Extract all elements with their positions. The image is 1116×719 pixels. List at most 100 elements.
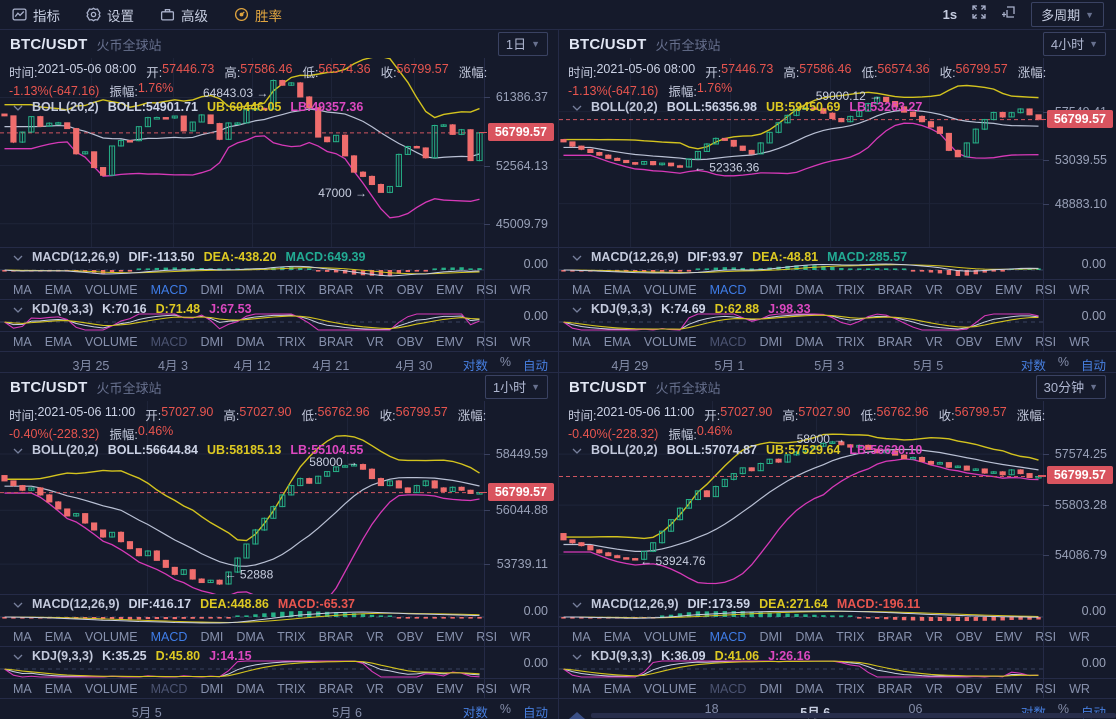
- percent-scale-toggle[interactable]: %: [1057, 355, 1069, 369]
- indicator-tab-rsi[interactable]: RSI: [1035, 334, 1057, 349]
- indicator-tab-macd[interactable]: MACD: [709, 282, 747, 297]
- collapse-icon[interactable]: [13, 302, 23, 316]
- kdj-pane[interactable]: KDJ(9,3,3) K:70.16 D:71.48 J:67.53 0.00: [0, 299, 558, 331]
- indicator-tab-macd[interactable]: MACD: [709, 334, 747, 349]
- collapse-icon[interactable]: [572, 443, 582, 457]
- indicator-tab-volume[interactable]: VOLUME: [84, 334, 138, 349]
- timeframe-dropdown[interactable]: 30分钟 ▼: [1035, 375, 1106, 399]
- collapse-icon[interactable]: [13, 597, 23, 611]
- indicator-tab-volume[interactable]: VOLUME: [84, 282, 138, 297]
- indicator-tab-trix[interactable]: TRIX: [277, 629, 306, 644]
- indicator-tab-dma[interactable]: DMA: [236, 681, 265, 696]
- indicator-tab-emv[interactable]: EMV: [995, 282, 1023, 297]
- indicator-tab-emv[interactable]: EMV: [436, 629, 464, 644]
- macd-pane[interactable]: MACD(12,26,9) DIF:416.17 DEA:448.86 MACD…: [0, 594, 558, 626]
- collapse-icon[interactable]: [13, 100, 23, 114]
- indicator-tab-rsi[interactable]: RSI: [476, 681, 498, 696]
- indicator-tab-dma[interactable]: DMA: [795, 629, 824, 644]
- indicator-tab-dmi[interactable]: DMI: [759, 681, 783, 696]
- indicator-tab-dmi[interactable]: DMI: [759, 334, 783, 349]
- indicator-tab-wr[interactable]: WR: [510, 629, 531, 644]
- indicator-tab-macd[interactable]: MACD: [150, 334, 188, 349]
- log-scale-toggle[interactable]: 对数: [1020, 359, 1046, 372]
- macd-pane[interactable]: MACD(12,26,9) DIF:173.59 DEA:271.64 MACD…: [559, 594, 1116, 626]
- indicator-tab-obv[interactable]: OBV: [396, 334, 424, 349]
- toolbar-item-indicators[interactable]: 指标: [12, 5, 60, 25]
- indicator-tab-macd[interactable]: MACD: [709, 629, 747, 644]
- indicator-tab-trix[interactable]: TRIX: [836, 282, 865, 297]
- indicator-tab-wr[interactable]: WR: [1069, 681, 1090, 696]
- indicator-tab-dmi[interactable]: DMI: [759, 282, 783, 297]
- macd-pane[interactable]: MACD(12,26,9) DIF:-113.50 DEA:-438.20 MA…: [0, 247, 558, 279]
- indicator-tab-wr[interactable]: WR: [1069, 282, 1090, 297]
- indicator-tab-ma[interactable]: MA: [572, 681, 591, 696]
- indicator-tab-ema[interactable]: EMA: [44, 334, 72, 349]
- indicator-tab-dmi[interactable]: DMI: [200, 334, 224, 349]
- collapse-icon[interactable]: [13, 649, 23, 663]
- indicator-tab-volume[interactable]: VOLUME: [84, 629, 138, 644]
- indicator-tab-rsi[interactable]: RSI: [476, 282, 498, 297]
- indicator-tab-vr[interactable]: VR: [366, 334, 384, 349]
- percent-scale-toggle[interactable]: %: [499, 702, 511, 716]
- collapse-icon[interactable]: [572, 250, 582, 264]
- auto-scale-toggle[interactable]: 自动: [522, 359, 548, 372]
- indicator-tab-wr[interactable]: WR: [1069, 334, 1090, 349]
- log-scale-toggle[interactable]: 对数: [462, 706, 488, 719]
- indicator-tab-vr[interactable]: VR: [366, 629, 384, 644]
- indicator-tab-ma[interactable]: MA: [13, 282, 32, 297]
- candlestick-chart[interactable]: 58449.59 56044.88 53739.11 56799.57 时间: 2021…: [0, 401, 558, 594]
- candlestick-chart[interactable]: 61386.37 52564.13 45009.79 56799.57 时间: 2021…: [0, 58, 558, 247]
- collapse-icon[interactable]: [572, 597, 582, 611]
- indicator-tab-rsi[interactable]: RSI: [476, 629, 498, 644]
- indicator-tab-emv[interactable]: EMV: [995, 334, 1023, 349]
- toolbar-item-advanced[interactable]: 高级: [160, 5, 208, 25]
- indicator-tab-brar[interactable]: BRAR: [318, 629, 354, 644]
- indicator-tab-volume[interactable]: VOLUME: [84, 681, 138, 696]
- toolbar-item-winrate[interactable]: 胜率: [234, 5, 282, 25]
- collapse-icon[interactable]: [572, 302, 582, 316]
- indicator-tab-wr[interactable]: WR: [510, 334, 531, 349]
- indicator-tab-vr[interactable]: VR: [925, 282, 943, 297]
- indicator-tab-dmi[interactable]: DMI: [759, 629, 783, 644]
- indicator-tab-ma[interactable]: MA: [13, 629, 32, 644]
- indicator-tab-vr[interactable]: VR: [925, 334, 943, 349]
- indicator-tab-emv[interactable]: EMV: [436, 282, 464, 297]
- macd-pane[interactable]: MACD(12,26,9) DIF:93.97 DEA:-48.81 MACD:…: [559, 247, 1116, 279]
- indicator-tab-trix[interactable]: TRIX: [277, 334, 306, 349]
- kdj-pane[interactable]: KDJ(9,3,3) K:35.25 D:45.80 J:14.15 0.00: [0, 646, 558, 678]
- kdj-pane[interactable]: KDJ(9,3,3) K:36.09 D:41.06 J:26.16 0.00: [559, 646, 1116, 678]
- indicator-tab-emv[interactable]: EMV: [995, 629, 1023, 644]
- indicator-tab-vr[interactable]: VR: [925, 629, 943, 644]
- indicator-tab-obv[interactable]: OBV: [955, 629, 983, 644]
- indicator-tab-emv[interactable]: EMV: [436, 681, 464, 696]
- indicator-tab-ema[interactable]: EMA: [44, 681, 72, 696]
- indicator-tab-rsi[interactable]: RSI: [1035, 681, 1057, 696]
- indicator-tab-obv[interactable]: OBV: [396, 282, 424, 297]
- indicator-tab-ema[interactable]: EMA: [603, 629, 631, 644]
- indicator-tab-obv[interactable]: OBV: [955, 681, 983, 696]
- fullscreen-icon[interactable]: [971, 4, 987, 25]
- horizontal-scrollbar[interactable]: [569, 712, 1116, 719]
- indicator-tab-macd[interactable]: MACD: [150, 282, 188, 297]
- indicator-tab-ma[interactable]: MA: [572, 334, 591, 349]
- indicator-tab-dma[interactable]: DMA: [236, 629, 265, 644]
- indicator-tab-volume[interactable]: VOLUME: [643, 681, 697, 696]
- percent-scale-toggle[interactable]: %: [499, 355, 511, 369]
- collapse-icon[interactable]: [13, 250, 23, 264]
- kdj-pane[interactable]: KDJ(9,3,3) K:74.69 D:62.88 J:98.33 0.00: [559, 299, 1116, 331]
- indicator-tab-wr[interactable]: WR: [510, 282, 531, 297]
- log-scale-toggle[interactable]: 对数: [462, 359, 488, 372]
- collapse-icon[interactable]: [572, 100, 582, 114]
- auto-scale-toggle[interactable]: 自动: [522, 706, 548, 719]
- indicator-tab-vr[interactable]: VR: [366, 282, 384, 297]
- indicator-tab-ema[interactable]: EMA: [603, 681, 631, 696]
- indicator-tab-dmi[interactable]: DMI: [200, 681, 224, 696]
- indicator-tab-macd[interactable]: MACD: [150, 629, 188, 644]
- indicator-tab-brar[interactable]: BRAR: [877, 282, 913, 297]
- indicator-tab-brar[interactable]: BRAR: [318, 681, 354, 696]
- indicator-tab-ema[interactable]: EMA: [603, 282, 631, 297]
- indicator-tab-trix[interactable]: TRIX: [277, 681, 306, 696]
- indicator-tab-volume[interactable]: VOLUME: [643, 334, 697, 349]
- indicator-tab-rsi[interactable]: RSI: [1035, 629, 1057, 644]
- indicator-tab-ma[interactable]: MA: [13, 681, 32, 696]
